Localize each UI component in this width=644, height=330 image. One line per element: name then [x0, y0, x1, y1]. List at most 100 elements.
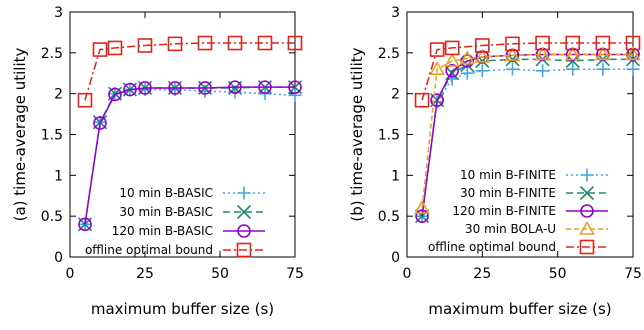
data-point [258, 80, 272, 94]
x-tick-label: 0 [403, 266, 412, 282]
series-line [421, 42, 633, 101]
data-point [505, 62, 519, 76]
data-point [257, 35, 273, 51]
data-point [505, 36, 520, 52]
data-point [475, 38, 490, 53]
series-line [84, 86, 295, 225]
data-point [429, 61, 446, 75]
y-tick-label: 2 [391, 87, 400, 103]
data-point [445, 66, 460, 81]
y-tick-label: 3 [391, 5, 400, 21]
data-point [168, 81, 182, 95]
y-tick-label: 0.5 [378, 209, 400, 225]
legend-label: offline optimal bound [85, 243, 213, 257]
panel-a: 0 0.5 1 1.5 2 2.5 3 0 25 50 75 maximum buffer size … [11, 5, 304, 318]
y-tick-label: 1.5 [378, 128, 400, 144]
legend-marker [579, 185, 595, 201]
x-tick-label: 25 [136, 266, 154, 282]
data-point [445, 64, 460, 78]
data-point [123, 82, 137, 97]
legend-marker [579, 239, 595, 255]
legend-marker [580, 168, 594, 182]
data-point [429, 42, 445, 57]
data-point [460, 66, 474, 80]
data-point [227, 35, 243, 51]
x-axis-label: maximum buffer size (s) [91, 300, 274, 318]
x-tick-label: 75 [624, 266, 642, 282]
data-point [414, 199, 430, 214]
panel-b: 0 0.5 1 1.5 2 2.5 3 0 25 50 75 maximum buffer size … [348, 5, 642, 318]
data-point [565, 35, 581, 51]
data-point [198, 81, 212, 95]
data-point [287, 35, 303, 51]
data-point [108, 87, 122, 102]
series-line [84, 42, 295, 101]
legend-marker [237, 186, 251, 200]
x-tick-label: 25 [473, 266, 491, 282]
data-point [535, 35, 550, 51]
y-tick-label: 1.5 [41, 128, 63, 144]
series-line [421, 53, 633, 209]
data-point [564, 46, 581, 61]
legend-marker [580, 204, 594, 218]
data-point [414, 92, 430, 108]
data-point [534, 46, 551, 61]
x-tick-label: 50 [211, 266, 229, 282]
y-tick-label: 0 [54, 250, 63, 266]
data-point [625, 46, 641, 61]
y-tick-label: 1 [54, 168, 63, 184]
y-tick-label: 2 [54, 87, 63, 103]
legend-marker [579, 220, 595, 235]
data-point [595, 35, 611, 51]
data-series [414, 46, 641, 214]
series-line [84, 86, 295, 225]
legend-label: 30 min B-BASIC [119, 205, 213, 219]
legend-label: 120 min B-FINITE [452, 204, 556, 218]
data-point [92, 42, 108, 57]
legend-label: 10 min B-FINITE [460, 168, 556, 182]
y-tick-label: 2.5 [378, 46, 400, 62]
data-series [77, 35, 303, 108]
data-series [78, 80, 302, 232]
x-axis-label: maximum buffer size (s) [428, 300, 611, 318]
data-point [430, 93, 444, 107]
data-point [596, 62, 610, 76]
x-tick-label: 75 [286, 266, 304, 282]
data-point [626, 62, 640, 76]
data-point [197, 35, 213, 51]
data-point [594, 46, 611, 61]
data-point [460, 54, 475, 68]
data-point [415, 209, 429, 223]
data-series [414, 35, 641, 108]
data-point [444, 52, 461, 67]
y-tick-label: 0 [391, 250, 400, 266]
data-point [107, 40, 123, 56]
data-point [566, 62, 580, 76]
legend-marker [236, 204, 252, 220]
legend-label: offline optimal bound [428, 240, 556, 254]
data-point [228, 80, 242, 94]
y-tick-label: 0.5 [41, 209, 63, 225]
data-point [504, 47, 521, 62]
data-point [77, 92, 93, 108]
legend-marker [237, 224, 251, 238]
data-point [138, 81, 152, 95]
y-tick-label: 3 [54, 5, 63, 21]
legend-marker [236, 242, 252, 258]
data-point [93, 116, 107, 130]
legend-label: 30 min BOLA-U [465, 222, 556, 236]
data-point [475, 64, 489, 78]
y-tick-label: 2.5 [41, 46, 63, 62]
legend-label: 10 min B-BASIC [119, 186, 213, 200]
data-point [536, 64, 550, 78]
data-point [167, 36, 183, 52]
data-point [459, 50, 476, 65]
x-tick-label: 50 [549, 266, 567, 282]
series-line [84, 88, 296, 225]
y-axis-label: (a) time-average utility [11, 47, 29, 221]
data-point [137, 38, 153, 53]
y-axis-label: (b) time-average utility [348, 47, 366, 221]
x-tick-label: 0 [66, 266, 75, 282]
data-point [474, 48, 491, 63]
